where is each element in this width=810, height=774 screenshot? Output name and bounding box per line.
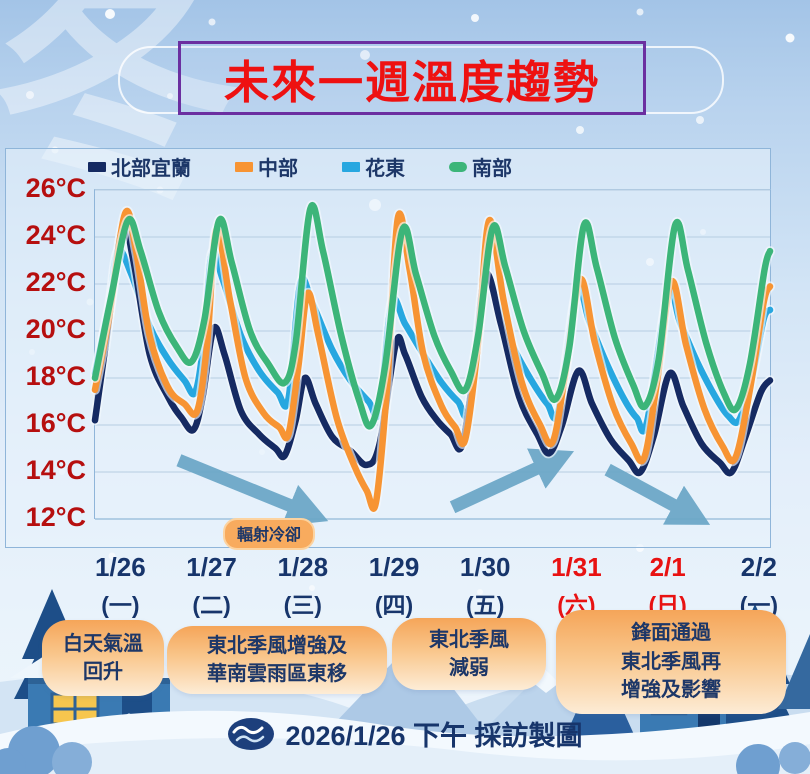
callout-box-2: 東北季風增強及 華南雲雨區東移 — [167, 626, 387, 694]
y-tick-label: 16°C — [25, 408, 86, 438]
page-title: 未來一週溫度趨勢 — [223, 56, 600, 108]
callout-text: 華南雲雨區東移 — [207, 663, 347, 685]
y-tick-label: 26°C — [25, 173, 86, 203]
date-label: 2/2 — [740, 552, 777, 582]
y-tick-label: 14°C — [25, 455, 86, 485]
callout-box-4: 鋒面通過東北季風再增強及影響 — [556, 610, 786, 714]
weekday-label: (四) — [374, 592, 414, 618]
legend-label: 北部宜蘭 — [111, 158, 191, 180]
callout-text: 增強及影響 — [621, 679, 721, 702]
trend-arrow-down-right — [176, 454, 329, 526]
y-tick-label: 12°C — [25, 502, 86, 532]
date-tick-1/28: 1/28 (三) — [255, 552, 351, 620]
legend-label: 南部 — [472, 158, 512, 180]
weekday-label: (三) — [283, 592, 322, 618]
weekday-label: (一) — [101, 592, 140, 618]
snow-bushes — [0, 726, 810, 774]
chart-legend: 北部宜蘭 中部 花東 南部 — [88, 152, 512, 181]
plot-area — [90, 189, 775, 526]
temperature-chart — [90, 189, 775, 526]
callout-text: 東北季風再 — [621, 650, 721, 673]
date-label: 1/31 — [551, 552, 602, 582]
date-label: 1/27 — [186, 552, 237, 582]
title-box: 未來一週溫度趨勢 — [178, 41, 646, 115]
callout-box-1: 白天氣溫 回升 — [42, 620, 164, 696]
legend-label: 花東 — [365, 158, 405, 180]
date-tick-1/27: 1/27 (二) — [164, 552, 260, 620]
x-axis-dates: 1/26 (一) 1/27 (二) 1/28 (三) 1/29 (四) 1/30 (五) 1/31(… — [0, 552, 810, 618]
legend-marker — [235, 161, 253, 172]
y-axis-labels: 26°C 24°C 22°C 20°C 18°C 16°C 14°C 12°C — [6, 149, 89, 547]
credit-text: 2026/1/26 下午 採訪製圖 — [285, 721, 583, 751]
legend-marker — [88, 161, 106, 172]
trend-arrow-up-right — [449, 448, 575, 514]
weekday-label: (二) — [192, 592, 231, 618]
weather-bureau-logo — [228, 717, 275, 750]
legend-item-中部: 中部 — [235, 152, 298, 181]
legend-marker — [342, 161, 360, 172]
callout-text: 回升 — [83, 661, 123, 683]
y-tick-label: 18°C — [25, 361, 86, 391]
legend-marker — [449, 161, 467, 172]
radiative-cooling-label: 輻射冷卻 — [223, 518, 316, 550]
series-line-南部 — [91, 202, 774, 430]
weekday-label: (五) — [466, 592, 505, 618]
chart-panel: 北部宜蘭 中部 花東 南部 26°C 24°C 22°C 20°C 18°C 16°C 14°C 1… — [5, 148, 775, 550]
legend-item-花東: 花東 — [342, 152, 405, 181]
date-label: 2/1 — [649, 552, 686, 582]
callout-text: 鋒面通過 — [631, 622, 711, 645]
trend-arrow-down-right — [604, 463, 711, 525]
callout-text: 白天氣溫 — [63, 632, 143, 655]
y-tick-label: 24°C — [25, 220, 86, 250]
callout-text: 減弱 — [449, 657, 489, 679]
callout-text: 東北季風 — [429, 628, 509, 651]
callout-box-3: 東北季風 減弱 — [392, 618, 546, 690]
date-label: 1/26 — [95, 552, 146, 582]
date-label: 1/30 — [459, 552, 511, 582]
footer: 2026/1/26 下午 採訪製圖 — [0, 714, 810, 753]
legend-label: 中部 — [258, 158, 298, 180]
date-label: 1/29 — [368, 552, 420, 582]
date-tick-1/26: 1/26 (一) — [72, 552, 168, 620]
legend-item-北部宜蘭: 北部宜蘭 — [88, 152, 191, 181]
date-tick-1/29: 1/29 (四) — [346, 552, 442, 620]
date-label: 1/28 — [277, 552, 329, 582]
callout-text: 東北季風增強及 — [207, 634, 347, 657]
y-tick-label: 22°C — [25, 267, 86, 297]
legend-item-南部: 南部 — [449, 152, 512, 181]
date-tick-1/30: 1/30 (五) — [437, 552, 533, 620]
y-tick-label: 20°C — [25, 314, 86, 344]
